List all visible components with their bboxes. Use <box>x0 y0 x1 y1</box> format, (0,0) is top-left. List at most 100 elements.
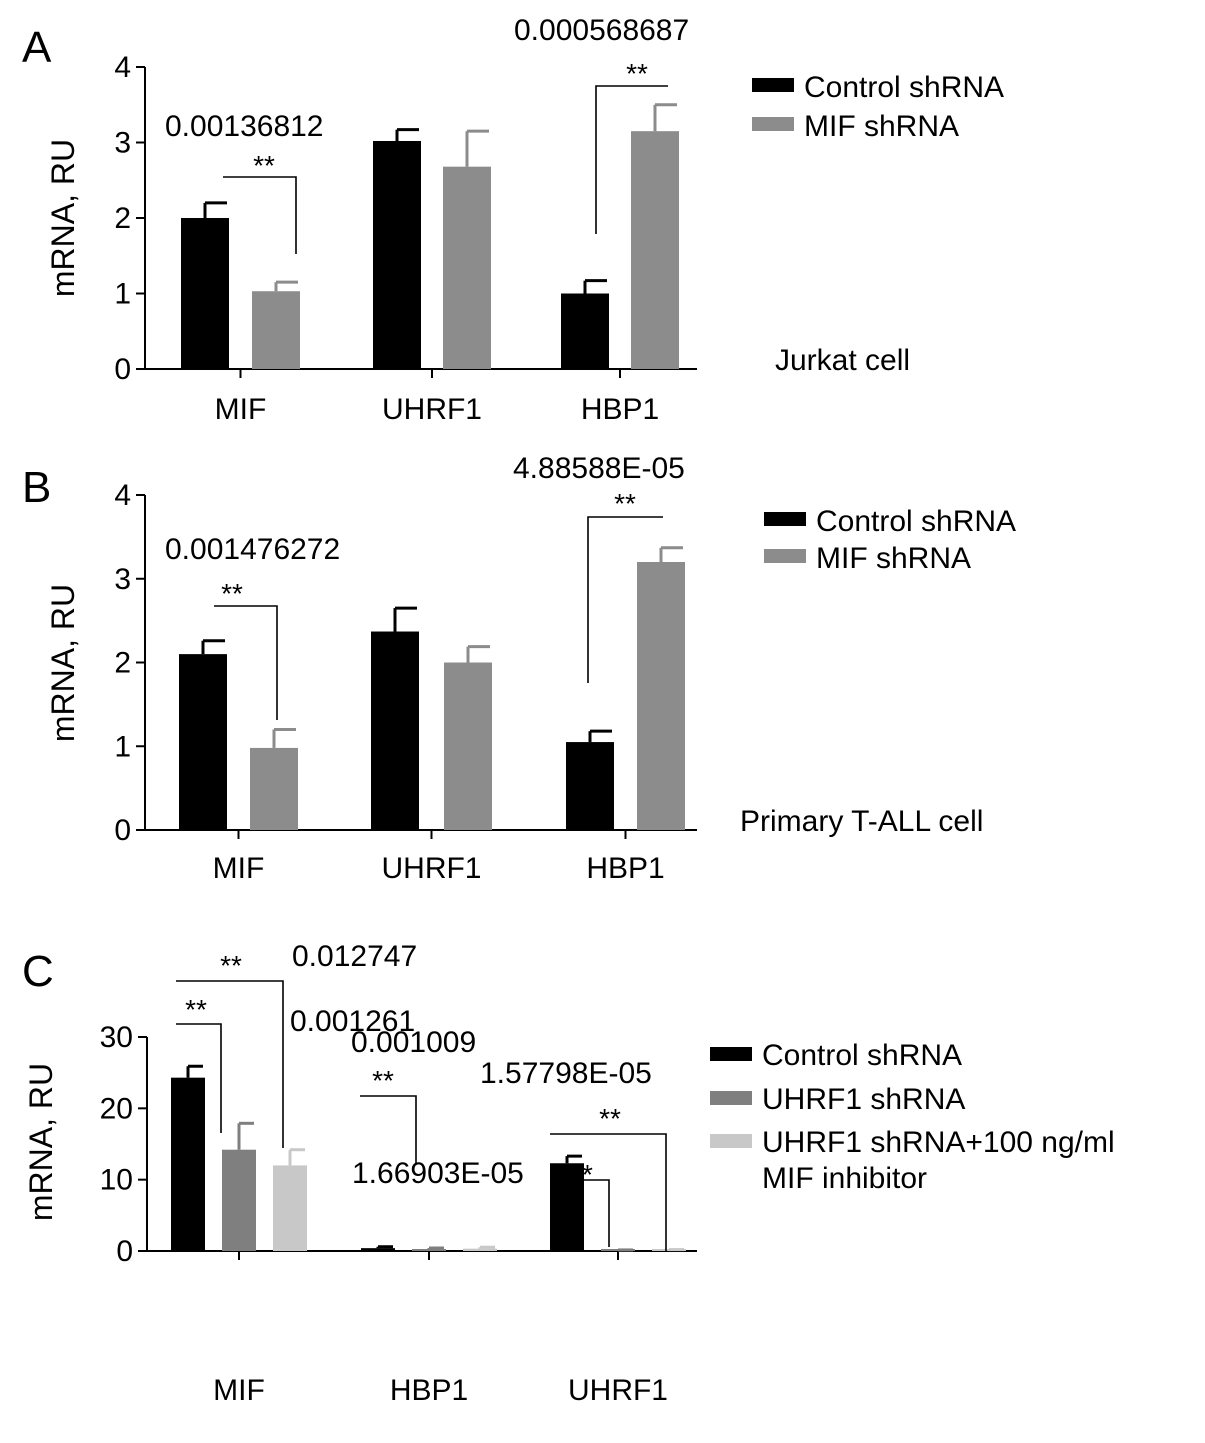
tick-labels: 0 10 20 30 MIF HBP1 UHRF1 <box>100 1021 668 1407</box>
legend-swatch <box>710 1134 752 1148</box>
bar <box>566 742 614 830</box>
bar <box>222 1149 256 1251</box>
panel-b: B mRNA, RU 0 1 2 3 4 MIF UHRF1 HBP1 ** 0.001476… <box>22 452 1016 885</box>
p-value-label: 0.001261 <box>290 1005 415 1038</box>
bar <box>637 562 685 830</box>
legend-swatch <box>764 512 806 526</box>
bar <box>361 1248 395 1251</box>
bar <box>463 1248 497 1251</box>
y-tick-label: 1 <box>114 730 131 763</box>
significance-stars: ** <box>372 1065 394 1096</box>
significance-stars: ** <box>221 578 243 609</box>
x-tick-label: MIF <box>213 1374 265 1407</box>
cell-type-annotation: Jurkat cell <box>775 344 910 377</box>
bars <box>171 1064 686 1252</box>
significance-bracket <box>550 1179 610 1247</box>
y-tick-label: 0 <box>116 1235 133 1268</box>
significance-stars: ** <box>599 1103 621 1134</box>
significance-marks <box>176 980 667 1251</box>
legend: Control shRNA UHRF1 shRNA UHRF1 shRNA+10… <box>710 1039 1115 1195</box>
legend-label: Control shRNA <box>816 505 1016 538</box>
significance-stars: ** <box>571 1159 593 1190</box>
legend-label: Control shRNA <box>762 1039 962 1072</box>
legend-label: Control shRNA <box>804 71 1004 104</box>
legend-label-line: UHRF1 shRNA+100 ng/ml <box>762 1126 1115 1159</box>
y-tick-label: 2 <box>114 202 131 235</box>
y-tick-label: 30 <box>100 1021 133 1054</box>
y-tick-label: 3 <box>114 563 131 596</box>
p-value-label: 4.88588E-05 <box>513 452 685 485</box>
bars <box>181 103 679 369</box>
x-tick-label: MIF <box>215 393 267 426</box>
bar <box>412 1249 446 1251</box>
significance-stars: ** <box>626 58 648 89</box>
significance-bracket <box>595 85 668 234</box>
legend-label: MIF shRNA <box>804 110 959 143</box>
x-tick-label: MIF <box>213 852 265 885</box>
p-value-label: 1.57798E-05 <box>480 1057 652 1090</box>
y-tick-label: 3 <box>114 127 131 160</box>
y-axis-label: mRNA, RU <box>45 584 81 742</box>
panel-a: A mRNA, RU 0 1 2 3 4 MIF UHRF1 HBP1 ** 0.001368… <box>22 14 1004 426</box>
panel-letter: C <box>22 947 54 996</box>
x-tick-label: UHRF1 <box>568 1374 668 1407</box>
legend-swatch <box>752 117 794 131</box>
p-value-label: 1.66903E-05 <box>352 1157 524 1190</box>
legend: Control shRNA MIF shRNA <box>752 71 1004 143</box>
bar <box>373 140 421 369</box>
bar <box>273 1165 307 1251</box>
bar <box>181 218 229 369</box>
bar <box>443 166 491 369</box>
bar <box>171 1077 205 1251</box>
y-tick-label: 2 <box>114 647 131 680</box>
p-value-label: 0.001476272 <box>165 533 340 566</box>
legend-swatch <box>752 78 794 92</box>
panel-c: C mRNA, RU 0 10 20 30 MIF HBP1 UHRF1 ** 0.0127… <box>22 940 1115 1407</box>
significance-bracket <box>176 980 284 1148</box>
significance-bracket <box>176 1023 222 1133</box>
legend-label-line: MIF inhibitor <box>762 1162 927 1195</box>
y-axis-label: mRNA, RU <box>45 139 81 297</box>
x-tick-label: HBP1 <box>390 1374 468 1407</box>
legend-label: UHRF1 shRNA <box>762 1083 965 1116</box>
p-value-label: 0.012747 <box>292 940 417 973</box>
p-value-label: 0.001009 <box>351 1026 476 1059</box>
bar <box>550 1163 584 1251</box>
y-tick-label: 20 <box>100 1092 133 1125</box>
significance-bracket <box>214 605 278 720</box>
significance-bracket <box>360 1095 417 1164</box>
bars <box>179 546 685 830</box>
y-tick-label: 4 <box>114 479 131 512</box>
legend: Control shRNA MIF shRNA <box>764 505 1016 575</box>
significance-stars: ** <box>220 950 242 981</box>
y-tick-label: 0 <box>114 814 131 847</box>
significance-bracket <box>223 176 297 254</box>
panel-letter: A <box>22 23 52 72</box>
cell-type-annotation: Primary T-ALL cell <box>740 805 983 838</box>
x-tick-label: HBP1 <box>586 852 664 885</box>
p-value-label: 0.000568687 <box>514 14 689 47</box>
bar <box>179 654 227 830</box>
y-tick-label: 10 <box>100 1164 133 1197</box>
bar <box>371 631 419 830</box>
x-tick-label: UHRF1 <box>382 393 482 426</box>
x-tick-label: HBP1 <box>581 393 659 426</box>
significance-stars: ** <box>253 150 275 181</box>
p-value-label: 0.00136812 <box>165 110 324 143</box>
significance-bracket <box>587 516 663 683</box>
y-tick-label: 4 <box>114 51 131 84</box>
panel-letter: B <box>22 463 51 512</box>
bar <box>250 747 298 830</box>
y-tick-label: 0 <box>114 353 131 386</box>
bar <box>561 293 609 369</box>
legend-label: UHRF1 shRNA+100 ng/ml MIF inhibitor <box>762 1126 1115 1195</box>
significance-stars: ** <box>614 488 636 519</box>
legend-swatch <box>710 1091 752 1105</box>
y-tick-label: 1 <box>114 278 131 311</box>
significance-stars: ** <box>185 994 207 1025</box>
x-tick-label: UHRF1 <box>381 852 481 885</box>
tick-labels: 0 1 2 3 4 MIF UHRF1 HBP1 <box>114 51 659 426</box>
legend-swatch <box>764 549 806 563</box>
legend-swatch <box>710 1047 752 1061</box>
